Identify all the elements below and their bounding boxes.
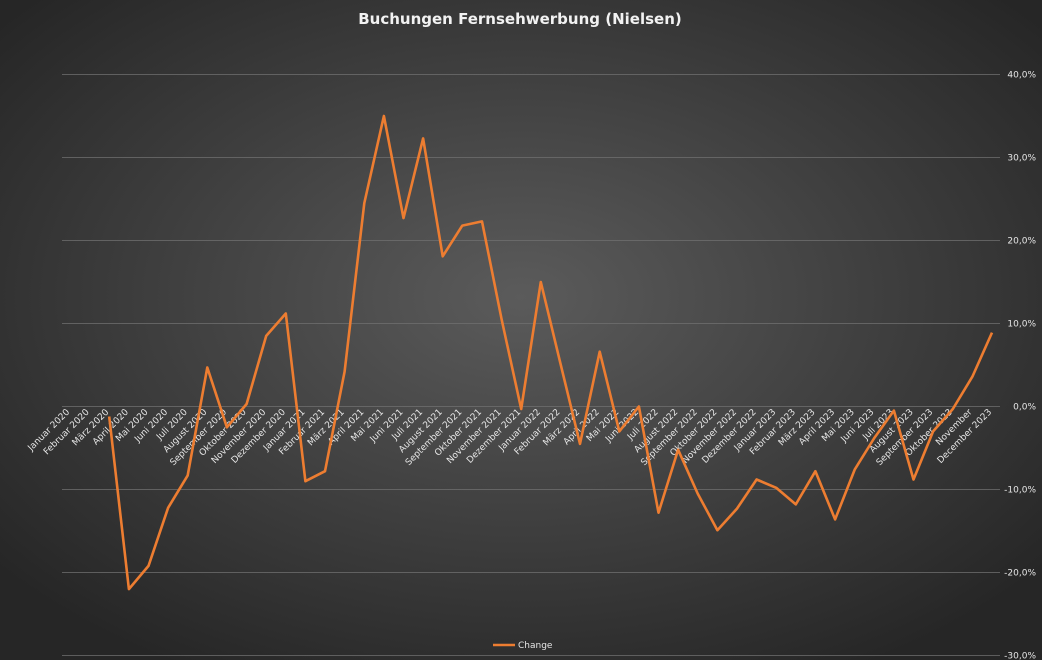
y-tick-label: 0,0%	[1013, 403, 1036, 413]
y-tick-label: 40,0%	[1007, 71, 1036, 81]
legend-label: Change	[518, 641, 553, 651]
y-tick-label: 10,0%	[1007, 320, 1036, 330]
data-line	[107, 114, 994, 591]
y-tick-label: 20,0%	[1007, 237, 1036, 247]
y-tick-label: -20,0%	[1004, 569, 1036, 579]
y-tick-label: -30,0%	[1004, 652, 1036, 660]
y-tick-label: -10,0%	[1004, 486, 1036, 496]
y-tick-label: 30,0%	[1007, 154, 1036, 164]
chart-title: Buchungen Fernsehwerbung (Nielsen)	[358, 10, 682, 28]
